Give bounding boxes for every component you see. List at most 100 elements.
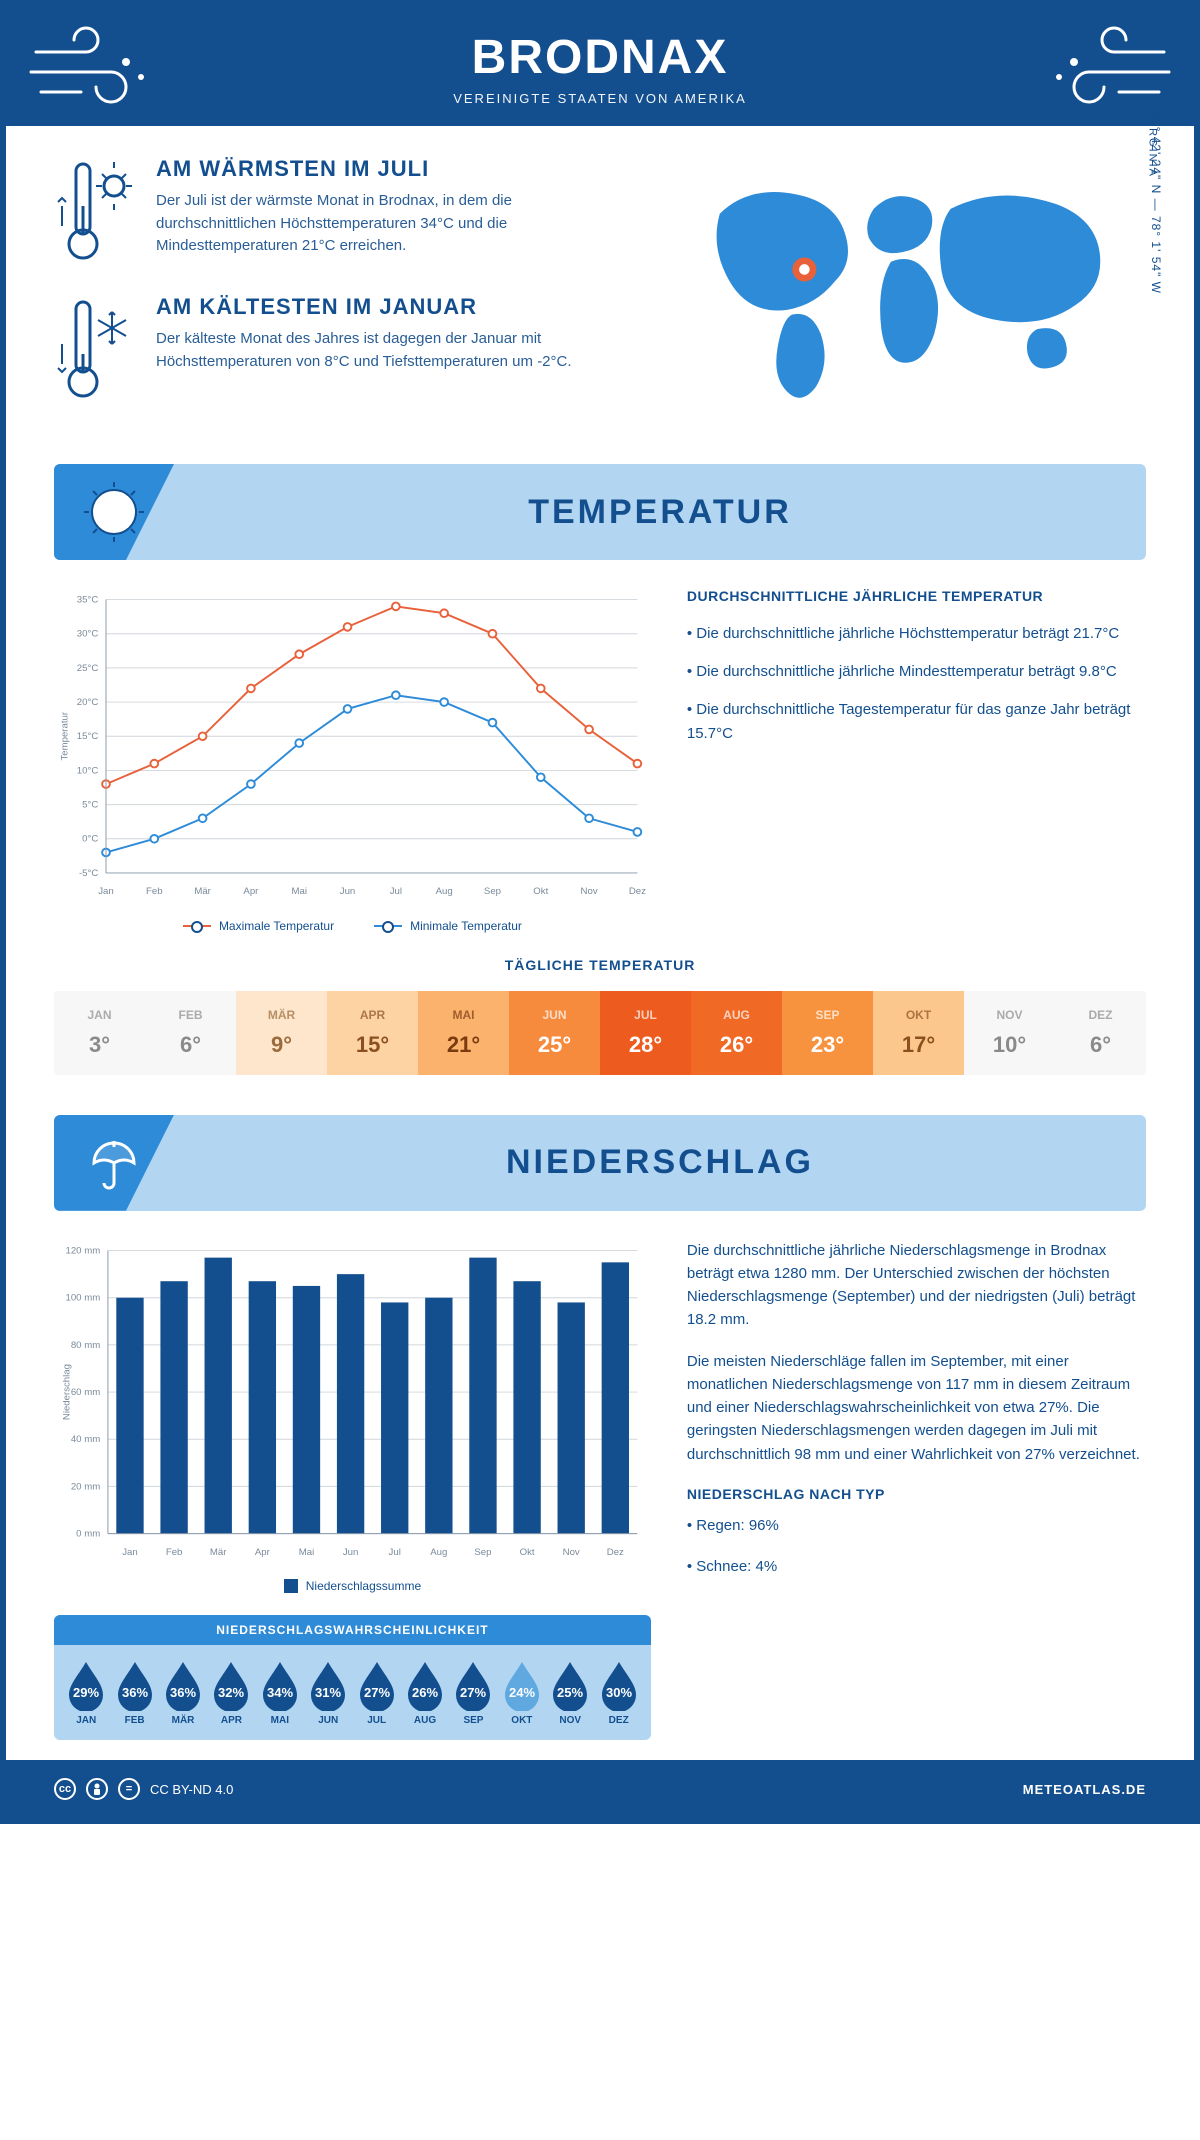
daily-temp-cell: OKT17° xyxy=(873,991,964,1075)
cc-icon: cc xyxy=(54,1778,76,1800)
svg-text:Feb: Feb xyxy=(146,886,163,897)
precip-text: Die durchschnittliche jährliche Niedersc… xyxy=(687,1239,1146,1332)
chart-legend: Niederschlagssumme xyxy=(54,1579,651,1593)
precip-type-rain: • Regen: 96% xyxy=(687,1514,1146,1537)
chart-legend: Maximale Temperatur Minimale Temperatur xyxy=(54,919,651,933)
annual-temp-heading: DURCHSCHNITTLICHE JÄHRLICHE TEMPERATUR xyxy=(687,588,1146,604)
svg-text:Dez: Dez xyxy=(607,1546,624,1557)
probability-drop: 34%MAI xyxy=(258,1659,302,1726)
daily-temp-cell: JUN25° xyxy=(509,991,600,1075)
svg-text:Niederschlag: Niederschlag xyxy=(61,1364,72,1420)
daily-temp-grid: JAN3°FEB6°MÄR9°APR15°MAI21°JUN25°JUL28°A… xyxy=(54,991,1146,1075)
precip-type-heading: NIEDERSCHLAG NACH TYP xyxy=(687,1484,1146,1506)
svg-text:Sep: Sep xyxy=(484,886,501,897)
svg-text:80 mm: 80 mm xyxy=(71,1339,100,1350)
svg-text:27%: 27% xyxy=(460,1685,486,1700)
svg-text:30°C: 30°C xyxy=(77,629,99,640)
daily-temp-heading: TÄGLICHE TEMPERATUR xyxy=(54,957,1146,973)
svg-text:Feb: Feb xyxy=(166,1546,183,1557)
svg-text:Apr: Apr xyxy=(255,1546,271,1557)
svg-text:Sep: Sep xyxy=(474,1546,491,1557)
prob-heading: NIEDERSCHLAGSWAHRSCHEINLICHKEIT xyxy=(54,1615,651,1645)
svg-text:40 mm: 40 mm xyxy=(71,1434,100,1445)
svg-text:24%: 24% xyxy=(509,1685,535,1700)
svg-text:5°C: 5°C xyxy=(82,799,98,810)
warm-text: Der Juli ist der wärmste Monat in Brodna… xyxy=(156,190,610,258)
probability-drop: 30%DEZ xyxy=(596,1659,640,1726)
annual-temp-bullet: • Die durchschnittliche jährliche Mindes… xyxy=(687,660,1146,684)
svg-text:20°C: 20°C xyxy=(77,697,99,708)
precipitation-bar-chart: 0 mm20 mm40 mm60 mm80 mm100 mm120 mmJanF… xyxy=(54,1239,651,1593)
svg-text:Nov: Nov xyxy=(563,1546,580,1557)
probability-drop: 32%APR xyxy=(209,1659,253,1726)
section-bar-precipitation: NIEDERSCHLAG xyxy=(54,1115,1146,1211)
nd-icon: = xyxy=(118,1778,140,1800)
daily-temp-cell: DEZ6° xyxy=(1055,991,1146,1075)
page-subtitle: VEREINIGTE STAATEN VON AMERIKA xyxy=(6,91,1194,106)
svg-text:29%: 29% xyxy=(73,1685,99,1700)
svg-text:27%: 27% xyxy=(364,1685,390,1700)
daily-temp-cell: MAI21° xyxy=(418,991,509,1075)
cold-heading: AM KÄLTESTEN IM JANUAR xyxy=(156,294,610,320)
svg-text:34%: 34% xyxy=(267,1685,293,1700)
precip-text: Die meisten Niederschläge fallen im Sept… xyxy=(687,1350,1146,1466)
legend-label: Minimale Temperatur xyxy=(410,919,522,933)
svg-text:Aug: Aug xyxy=(430,1546,447,1557)
svg-text:31%: 31% xyxy=(315,1685,341,1700)
section-bar-temperature: TEMPERATUR xyxy=(54,464,1146,560)
svg-text:120 mm: 120 mm xyxy=(65,1245,100,1256)
svg-text:20 mm: 20 mm xyxy=(71,1481,100,1492)
sun-icon xyxy=(81,479,147,545)
svg-text:60 mm: 60 mm xyxy=(71,1387,100,1398)
svg-text:Okt: Okt xyxy=(520,1546,535,1557)
svg-text:Mai: Mai xyxy=(299,1546,314,1557)
thermometer-hot-icon xyxy=(54,156,136,266)
map-marker-icon xyxy=(796,261,813,278)
probability-drop: 36%MÄR xyxy=(161,1659,205,1726)
svg-text:Temperatur: Temperatur xyxy=(59,711,70,760)
svg-text:26%: 26% xyxy=(412,1685,438,1700)
daily-temp-cell: MÄR9° xyxy=(236,991,327,1075)
svg-text:30%: 30% xyxy=(606,1685,632,1700)
svg-text:Nov: Nov xyxy=(581,886,598,897)
svg-text:32%: 32% xyxy=(218,1685,244,1700)
cold-text: Der kälteste Monat des Jahres ist dagege… xyxy=(156,328,610,373)
daily-temp-cell: NOV10° xyxy=(964,991,1055,1075)
svg-text:0°C: 0°C xyxy=(82,834,98,845)
svg-text:Mär: Mär xyxy=(210,1546,227,1557)
svg-text:Mai: Mai xyxy=(291,886,306,897)
svg-text:Mär: Mär xyxy=(194,886,211,897)
section-title: NIEDERSCHLAG xyxy=(174,1143,1146,1182)
probability-drop: 36%FEB xyxy=(112,1659,156,1726)
svg-text:25%: 25% xyxy=(557,1685,583,1700)
svg-text:15°C: 15°C xyxy=(77,731,99,742)
probability-drop: 27%JUL xyxy=(354,1659,398,1726)
svg-text:Jul: Jul xyxy=(389,1546,401,1557)
svg-text:Aug: Aug xyxy=(436,886,453,897)
svg-text:100 mm: 100 mm xyxy=(65,1292,100,1303)
annual-temp-bullet: • Die durchschnittliche jährliche Höchst… xyxy=(687,622,1146,646)
overview-row: AM WÄRMSTEN IM JULI Der Juli ist der wär… xyxy=(54,156,1146,432)
svg-text:-5°C: -5°C xyxy=(79,868,98,879)
svg-text:Apr: Apr xyxy=(243,886,259,897)
svg-text:36%: 36% xyxy=(122,1685,148,1700)
site-name: METEOATLAS.DE xyxy=(1023,1782,1146,1797)
daily-temp-cell: FEB6° xyxy=(145,991,236,1075)
svg-text:36%: 36% xyxy=(170,1685,196,1700)
svg-text:Jan: Jan xyxy=(98,886,114,897)
daily-temp-cell: SEP23° xyxy=(782,991,873,1075)
warm-heading: AM WÄRMSTEN IM JULI xyxy=(156,156,610,182)
daily-temp-cell: AUG26° xyxy=(691,991,782,1075)
probability-drop: 29%JAN xyxy=(64,1659,108,1726)
probability-drop: 25%NOV xyxy=(548,1659,592,1726)
svg-text:Jan: Jan xyxy=(122,1546,138,1557)
svg-text:Jun: Jun xyxy=(343,1546,359,1557)
probability-drop: 27%SEP xyxy=(451,1659,495,1726)
probability-drop: 31%JUN xyxy=(306,1659,350,1726)
by-icon xyxy=(86,1778,108,1800)
svg-text:Dez: Dez xyxy=(629,886,646,897)
world-map xyxy=(640,156,1146,406)
precip-type-snow: • Schnee: 4% xyxy=(687,1555,1146,1578)
svg-text:Jun: Jun xyxy=(340,886,356,897)
license-text: CC BY-ND 4.0 xyxy=(150,1782,233,1797)
